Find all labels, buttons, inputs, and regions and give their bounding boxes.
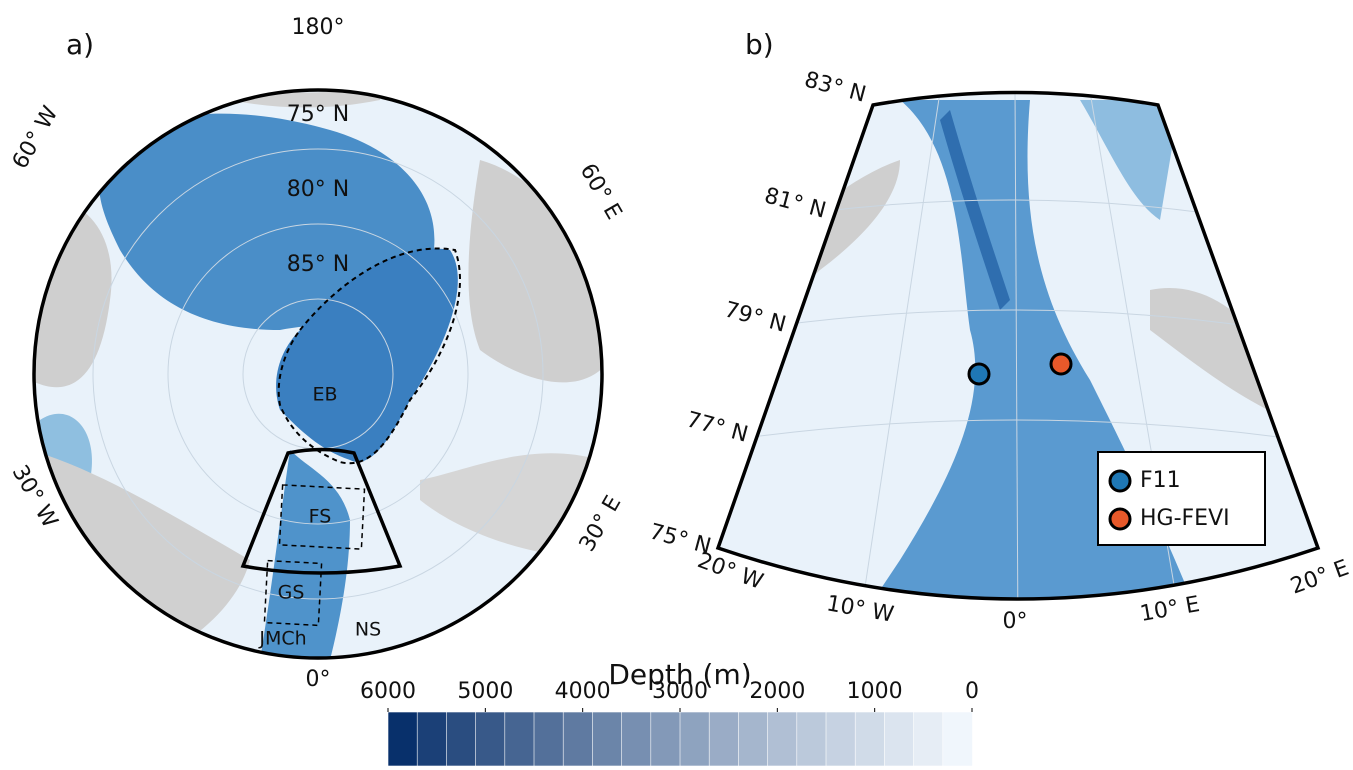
region-label: JMCh — [258, 628, 306, 650]
regional-map — [700, 70, 1340, 670]
colorbar: 6000 5000 4000 3000 2000 1000 0 — [360, 679, 979, 766]
legend-label: F11 — [1140, 468, 1181, 493]
lon-label: 20° E — [1287, 556, 1352, 600]
colorbar-cell — [592, 712, 622, 766]
colorbar-cell — [855, 712, 885, 766]
colorbar-cell — [622, 712, 652, 766]
colorbar-cell — [563, 712, 593, 766]
lat-label: 79° N — [722, 297, 789, 337]
colorbar-cell — [417, 712, 447, 766]
colorbar-cell — [768, 712, 798, 766]
lat-label: 77° N — [684, 407, 751, 447]
region-label: GS — [278, 582, 305, 604]
colorbar-cell — [388, 712, 418, 766]
colorbar-cell — [709, 712, 739, 766]
colorbar-cell — [534, 712, 564, 766]
colorbar-tick-label: 0 — [965, 679, 979, 704]
colorbar-cell — [884, 712, 914, 766]
legend-marker — [1110, 471, 1130, 491]
colorbar-tick-label: 4000 — [555, 679, 611, 704]
lon-label: 10° W — [825, 591, 896, 627]
colorbar-tick-label: 2000 — [749, 679, 805, 704]
station-f11 — [969, 364, 989, 384]
region-label: NS — [355, 619, 381, 641]
colorbar-cell — [797, 712, 827, 766]
colorbar-tick-label: 3000 — [652, 679, 708, 704]
lon-label: 30° E — [575, 492, 627, 556]
colorbar-tick-label: 5000 — [457, 679, 513, 704]
lon-label: 10° E — [1138, 592, 1201, 627]
colorbar-cell — [651, 712, 681, 766]
legend-marker — [1110, 509, 1130, 529]
colorbar-cell — [914, 712, 944, 766]
station-hg-fevi — [1051, 354, 1071, 374]
colorbar-cell — [505, 712, 535, 766]
panel-label: a) — [66, 28, 94, 61]
colorbar-tick-label: 6000 — [360, 679, 416, 704]
lon-label: 60° W — [8, 102, 64, 173]
colorbar-cell — [476, 712, 506, 766]
lon-label: 60° E — [575, 160, 627, 224]
lat-label: 83° N — [802, 67, 869, 107]
colorbar-cell — [446, 712, 476, 766]
colorbar-cell — [826, 712, 856, 766]
colorbar-cell — [943, 712, 973, 766]
lat-label: 75° N — [287, 102, 349, 127]
region-label: EB — [312, 384, 337, 406]
lon-label: 0° — [1003, 609, 1028, 634]
colorbar-cell — [738, 712, 768, 766]
colorbar-tick-label: 1000 — [847, 679, 903, 704]
lon-label: 0° — [306, 667, 331, 692]
legend-label: HG-FEVI — [1140, 506, 1230, 531]
panel-label: b) — [745, 28, 774, 61]
colorbar-cell — [680, 712, 710, 766]
lat-label: 80° N — [287, 177, 349, 202]
lat-label: 81° N — [762, 183, 829, 223]
lon-label: 180° — [292, 15, 345, 40]
lat-label: 85° N — [287, 252, 349, 277]
figure: a) 180° 0° 60° W 60° E 30° W 30° E 75° N… — [0, 0, 1353, 766]
legend — [1098, 452, 1265, 545]
region-label: FS — [309, 506, 332, 528]
